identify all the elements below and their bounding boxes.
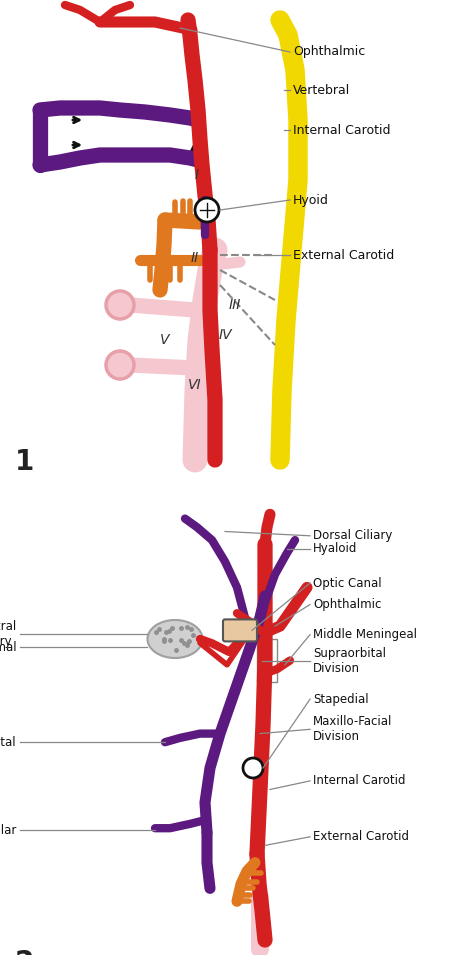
Text: Internal Carotid: Internal Carotid	[293, 123, 391, 137]
Text: Ventral
Ciliary: Ventral Ciliary	[0, 620, 17, 648]
Text: 2: 2	[15, 948, 35, 955]
Text: Infraorbital: Infraorbital	[0, 735, 17, 749]
Text: VI: VI	[188, 378, 202, 392]
Text: Optic Canal: Optic Canal	[313, 577, 382, 589]
Circle shape	[106, 351, 134, 379]
Text: 1: 1	[15, 448, 34, 476]
Text: Mandibular: Mandibular	[0, 824, 17, 837]
Text: Hyaloid: Hyaloid	[313, 542, 357, 555]
Text: Stapedial: Stapedial	[313, 692, 369, 706]
Text: Maxillo-Facial
Division: Maxillo-Facial Division	[313, 715, 392, 743]
Text: III: III	[229, 298, 241, 312]
Text: Ophthalmic: Ophthalmic	[313, 598, 382, 611]
Text: IV: IV	[218, 328, 232, 342]
Circle shape	[106, 291, 134, 319]
Text: Vertebral: Vertebral	[293, 83, 350, 96]
Circle shape	[243, 758, 263, 778]
Text: Dorsal Ciliary: Dorsal Ciliary	[313, 529, 392, 542]
Text: Internal Carotid: Internal Carotid	[313, 775, 405, 788]
Text: Ophthalmic: Ophthalmic	[293, 46, 365, 58]
Text: External Carotid: External Carotid	[293, 248, 394, 262]
Text: II: II	[191, 251, 199, 265]
Ellipse shape	[147, 620, 202, 658]
FancyBboxPatch shape	[223, 620, 257, 642]
Text: V: V	[160, 333, 170, 347]
Text: Middle Meningeal: Middle Meningeal	[313, 628, 417, 641]
Circle shape	[195, 198, 219, 222]
Text: Supraorbital
Division: Supraorbital Division	[313, 647, 386, 674]
Bar	[257, 639, 277, 682]
Text: Hyoid: Hyoid	[293, 194, 329, 206]
Text: External Carotid: External Carotid	[313, 830, 409, 843]
Text: Lacrimal: Lacrimal	[0, 641, 17, 653]
Text: I: I	[195, 168, 199, 182]
